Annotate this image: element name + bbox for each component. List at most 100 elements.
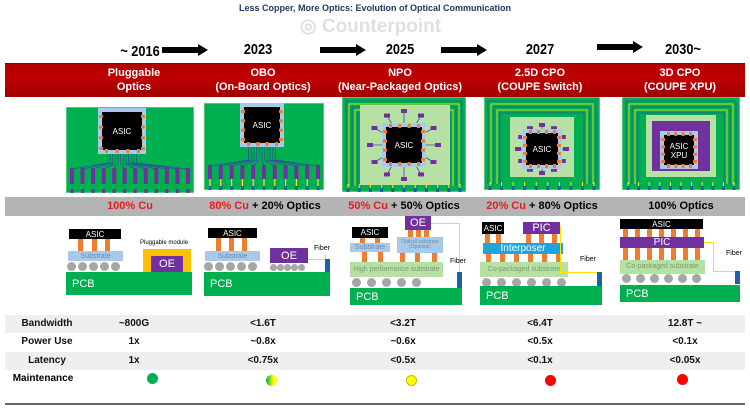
fiber-connector bbox=[597, 272, 602, 287]
port bbox=[240, 165, 245, 179]
port bbox=[175, 168, 180, 184]
edge-connector bbox=[144, 189, 148, 193]
chip-pin bbox=[398, 124, 402, 128]
port bbox=[294, 165, 299, 179]
arrow-icon bbox=[441, 44, 487, 56]
pcb-block: PCB bbox=[480, 286, 602, 305]
chip-pin bbox=[557, 136, 561, 139]
chip-pin bbox=[661, 160, 665, 163]
optical-engine bbox=[367, 143, 373, 147]
trace bbox=[628, 103, 734, 184]
table-row-latency: Latency 1x <0.75x <0.5x <0.1x <0.05x bbox=[5, 352, 745, 370]
optical-engine bbox=[418, 113, 424, 118]
chip-pin bbox=[275, 142, 278, 146]
generation-band bbox=[5, 63, 745, 97]
optical-engine bbox=[435, 143, 441, 147]
chip-pin bbox=[681, 132, 685, 136]
port bbox=[112, 168, 117, 184]
oe-block: OE bbox=[270, 248, 308, 263]
edge-connector bbox=[123, 189, 127, 193]
optical-engine bbox=[518, 135, 525, 139]
arrow-icon bbox=[597, 41, 643, 53]
oe-block: OE bbox=[151, 256, 183, 272]
edge-connector bbox=[557, 186, 561, 190]
edge-connector bbox=[165, 189, 169, 193]
oe-block: OE bbox=[405, 216, 431, 230]
maintenance-dot-red bbox=[677, 374, 688, 385]
port bbox=[208, 165, 212, 179]
mix-2027: 20% Cu + 80% Optics bbox=[486, 200, 598, 212]
edge-connector bbox=[262, 186, 266, 190]
chip-pin bbox=[523, 160, 527, 163]
edge-connector bbox=[413, 188, 417, 192]
edge-connector bbox=[500, 186, 504, 190]
trace bbox=[220, 143, 252, 167]
chip-pin bbox=[693, 138, 697, 141]
chip-pin bbox=[279, 110, 283, 113]
edge-connector bbox=[175, 189, 179, 193]
chip-pin bbox=[693, 160, 697, 163]
chip-pin bbox=[553, 130, 556, 134]
chip-pin bbox=[689, 132, 692, 136]
fiber-label: Fiber bbox=[580, 256, 596, 263]
asic-chip bbox=[664, 135, 694, 165]
co-packaged-substrate: Co-packaged substrate bbox=[620, 260, 705, 274]
asic-label: ASIC bbox=[253, 121, 272, 130]
trace bbox=[345, 100, 463, 186]
maintenance-dot-green bbox=[147, 373, 158, 384]
chip-pin bbox=[667, 164, 670, 168]
chip-pin bbox=[545, 164, 548, 168]
chip-pin bbox=[523, 144, 527, 147]
edge-connector bbox=[186, 189, 190, 193]
port bbox=[316, 165, 320, 179]
mix-2016: 100% Cu bbox=[107, 200, 153, 212]
copper-optics-band bbox=[5, 197, 745, 216]
table-row-bandwidth: Bandwidth ~800G <1.6T <3.2T <6.4T 12.8T ~ bbox=[5, 315, 745, 333]
edge-connector bbox=[208, 186, 212, 190]
page-title: Less Copper, More Optics: Evolution of O… bbox=[238, 3, 512, 13]
chip-pin bbox=[661, 145, 665, 149]
chip-pin bbox=[279, 119, 283, 123]
pcb-block: PCB bbox=[204, 272, 330, 296]
substrate-block: Substrate bbox=[68, 251, 123, 261]
optical-engine bbox=[563, 147, 569, 151]
optical-engine bbox=[527, 167, 533, 172]
edge-connector bbox=[458, 188, 462, 192]
chip-pin bbox=[407, 124, 411, 128]
fiber-connector bbox=[457, 272, 462, 288]
edge-connector bbox=[626, 186, 630, 190]
edge-connector bbox=[357, 188, 361, 192]
asic-block: ASIC bbox=[482, 222, 504, 234]
substrate-block: Substrate bbox=[205, 251, 260, 261]
chip-pin bbox=[99, 136, 103, 140]
chip-pin bbox=[137, 149, 140, 153]
trace bbox=[261, 143, 265, 167]
gen-25d-cpo: 2.5D CPO (COUPE Switch) bbox=[497, 67, 583, 93]
edge-connector bbox=[294, 186, 298, 190]
year-2027: 2027 bbox=[525, 41, 555, 58]
port bbox=[80, 168, 85, 184]
trace bbox=[496, 109, 588, 184]
pic-block: PIC bbox=[523, 222, 560, 234]
fiber-connector bbox=[735, 271, 740, 284]
edge-connector bbox=[488, 186, 492, 190]
optical-engine bbox=[384, 172, 390, 177]
chip-pin bbox=[529, 164, 532, 168]
pcb-block: PCB bbox=[350, 288, 462, 305]
optical-engine bbox=[527, 126, 533, 131]
port bbox=[164, 168, 169, 184]
optical-engine bbox=[539, 171, 545, 175]
chip-pin bbox=[141, 125, 145, 129]
pcb-board-diagram: ASIC bbox=[484, 97, 600, 190]
xpu-label: XPU bbox=[671, 151, 688, 160]
port bbox=[133, 168, 138, 184]
port bbox=[218, 165, 223, 179]
edge-connector bbox=[580, 186, 584, 190]
asic-block: ASIC bbox=[620, 219, 703, 229]
gen-pluggable: Pluggable Optics bbox=[107, 67, 161, 93]
edge-connector bbox=[273, 186, 277, 190]
chip-pin bbox=[537, 130, 540, 134]
chip-pin bbox=[421, 130, 425, 133]
edge-connector bbox=[240, 186, 244, 190]
